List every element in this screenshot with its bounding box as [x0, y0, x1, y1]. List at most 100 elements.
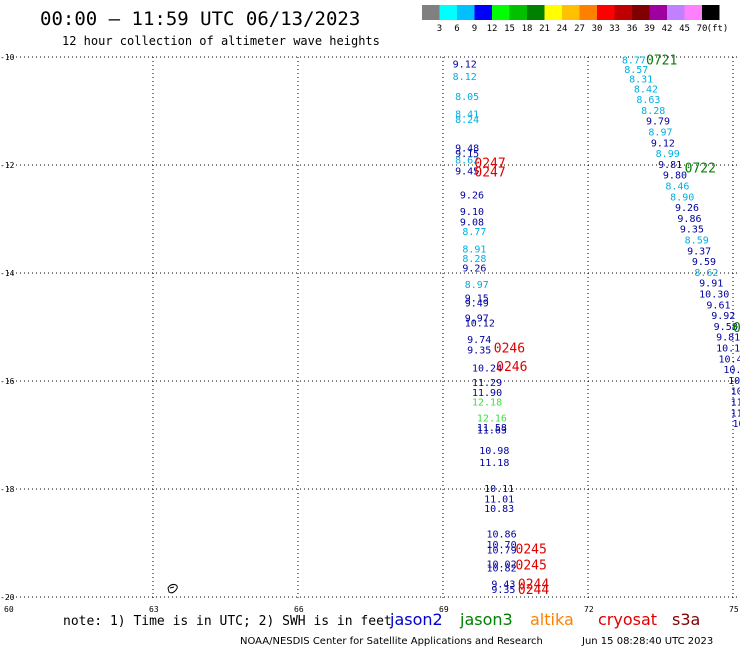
- wave-height-value: 9.12: [651, 138, 675, 149]
- pass-time-label: 0246: [494, 342, 525, 357]
- wave-height-value: 8.97: [465, 280, 489, 291]
- lat-tick-label: -12: [0, 161, 15, 170]
- wave-height-value: 9.35: [680, 225, 704, 236]
- colorbar-label: 6: [454, 24, 459, 34]
- wave-height-value: 9.79: [646, 117, 670, 128]
- wave-height-value: 10.70: [487, 540, 517, 551]
- wave-height-value: 8.28: [641, 106, 665, 117]
- satellite-legend: jason2 jason3 altika cryosat s3a: [389, 610, 700, 629]
- wave-height-value: 8.28: [462, 254, 486, 265]
- wave-height-value: 8.99: [656, 149, 680, 160]
- wave-height-value: 9.81: [658, 160, 682, 171]
- wave-height-value: 12.18: [472, 398, 502, 409]
- wave-height-value: 9.08: [460, 218, 484, 229]
- wave-height-value: 10.83: [484, 504, 514, 515]
- wave-height-value: 9.12: [453, 59, 477, 70]
- lon-tick-label: 75: [729, 605, 739, 614]
- wave-height-value: 8.63: [636, 95, 660, 106]
- wave-height-value: 9.92: [711, 311, 735, 322]
- legend-cryosat: cryosat: [598, 610, 657, 629]
- wave-height-value: 10.24: [472, 364, 502, 375]
- wave-height-value: 9.80: [663, 171, 687, 182]
- wave-height-value: 8.91: [462, 245, 486, 256]
- colorbar: 3 6 9 12 15 18 21 24 27 30 33 36 39 42 45 70 (ft): [422, 5, 728, 34]
- wave-height-value: 9.59: [692, 257, 716, 268]
- wave-height-value: 11.01: [484, 495, 514, 506]
- wave-height-value: 10.02: [487, 560, 517, 571]
- wave-height-value: 8.42: [634, 84, 658, 95]
- wave-height-value: 10.82: [487, 563, 517, 574]
- wave-height-value: 8.24: [455, 115, 479, 126]
- wave-height-value: 9.81: [716, 333, 740, 344]
- lat-tick-label: -18: [0, 485, 15, 494]
- pass-time-label: 0244: [518, 578, 549, 593]
- colorbar-label: 45: [679, 24, 690, 34]
- wave-height-value: 10.39: [723, 365, 740, 376]
- pass-time-label: 0247: [474, 156, 505, 171]
- colorbar-label: 18: [522, 24, 533, 34]
- wave-height-value: 10.49: [719, 354, 740, 365]
- colorbar-swatch: [684, 5, 702, 20]
- pass-time-label: 0722: [685, 162, 716, 177]
- credit-org: NOAA/NESDIS Center for Satellite Applica…: [240, 636, 543, 647]
- wave-height-value: 10: [733, 419, 740, 430]
- colorbar-label: 42: [662, 24, 673, 34]
- wave-height-value: 9.97: [465, 313, 489, 324]
- pass-time-label: 0: [733, 321, 740, 336]
- colorbar-swatch: [457, 5, 475, 20]
- colorbar-label: 12: [487, 24, 498, 34]
- lon-tick-label: 63: [149, 605, 159, 614]
- wave-height-value: 8.62: [455, 156, 479, 167]
- colorbar-swatch: [562, 5, 580, 20]
- legend-s3a: s3a: [672, 610, 700, 629]
- wave-height-value: 10.86: [487, 529, 517, 540]
- wave-height-value: 9.49: [465, 299, 489, 310]
- lon-tick-label: 60: [4, 605, 14, 614]
- wave-height-value: 10.30: [699, 290, 729, 301]
- wave-height-value: 11: [731, 408, 740, 419]
- colorbar-swatch: [632, 5, 650, 20]
- wave-height-value: 9.48: [455, 144, 479, 155]
- colorbar-label: 30: [592, 24, 603, 34]
- units-note: note: 1) Time is in UTC; 2) SWH is in fe…: [63, 614, 392, 629]
- wave-height-value: 10.14: [716, 344, 740, 355]
- colorbar-label: 21: [539, 24, 550, 34]
- colorbar-swatch: [597, 5, 615, 20]
- map-title: 00:00 – 11:59 UTC 06/13/2023: [40, 8, 360, 30]
- colorbar-swatch: [509, 5, 527, 20]
- pass-time-label: 0247: [474, 165, 505, 180]
- credit-timestamp: Jun 15 08:28:40 UTC 2023: [581, 636, 713, 647]
- legend-jason3: jason3: [459, 610, 513, 629]
- colorbar-swatch: [702, 5, 720, 20]
- colorbar-label: 27: [574, 24, 585, 34]
- wave-height-value: 9.26: [462, 264, 486, 275]
- wave-height-value: 9.35: [491, 585, 515, 596]
- wave-height-value: 9.26: [460, 191, 484, 202]
- wave-height-value: 9.45: [455, 166, 479, 177]
- colorbar-swatch: [614, 5, 632, 20]
- wave-height-value: 11.63: [477, 426, 507, 437]
- pass-time-label: 0244: [518, 583, 549, 598]
- wave-height-value: 8.90: [670, 192, 694, 203]
- wave-height-value: 8.31: [629, 75, 653, 86]
- colorbar-label: 24: [557, 24, 568, 34]
- wave-height-value: 8.77: [462, 227, 486, 238]
- lon-tick-label: 69: [439, 605, 449, 614]
- wave-height-value: 9.86: [677, 214, 701, 225]
- colorbar-swatch: [439, 5, 457, 20]
- wave-height-value: 8.12: [453, 72, 477, 83]
- pass-time-label: 0721: [646, 54, 677, 69]
- wave-height-value: 10.3: [728, 376, 740, 387]
- lat-tick-label: -16: [0, 377, 15, 386]
- colorbar-swatch: [544, 5, 562, 20]
- wave-height-value: 9.43: [491, 580, 515, 591]
- graticule: [8, 56, 740, 600]
- wave-height-value: 9.74: [467, 335, 491, 346]
- legend-altika: altika: [530, 610, 574, 629]
- colorbar-label: 70: [697, 24, 708, 34]
- wave-height-value: 10.79: [487, 545, 517, 556]
- colorbar-swatch: [474, 5, 492, 20]
- wave-height-value: 10.11: [484, 484, 514, 495]
- wave-height-value: 9.10: [460, 207, 484, 218]
